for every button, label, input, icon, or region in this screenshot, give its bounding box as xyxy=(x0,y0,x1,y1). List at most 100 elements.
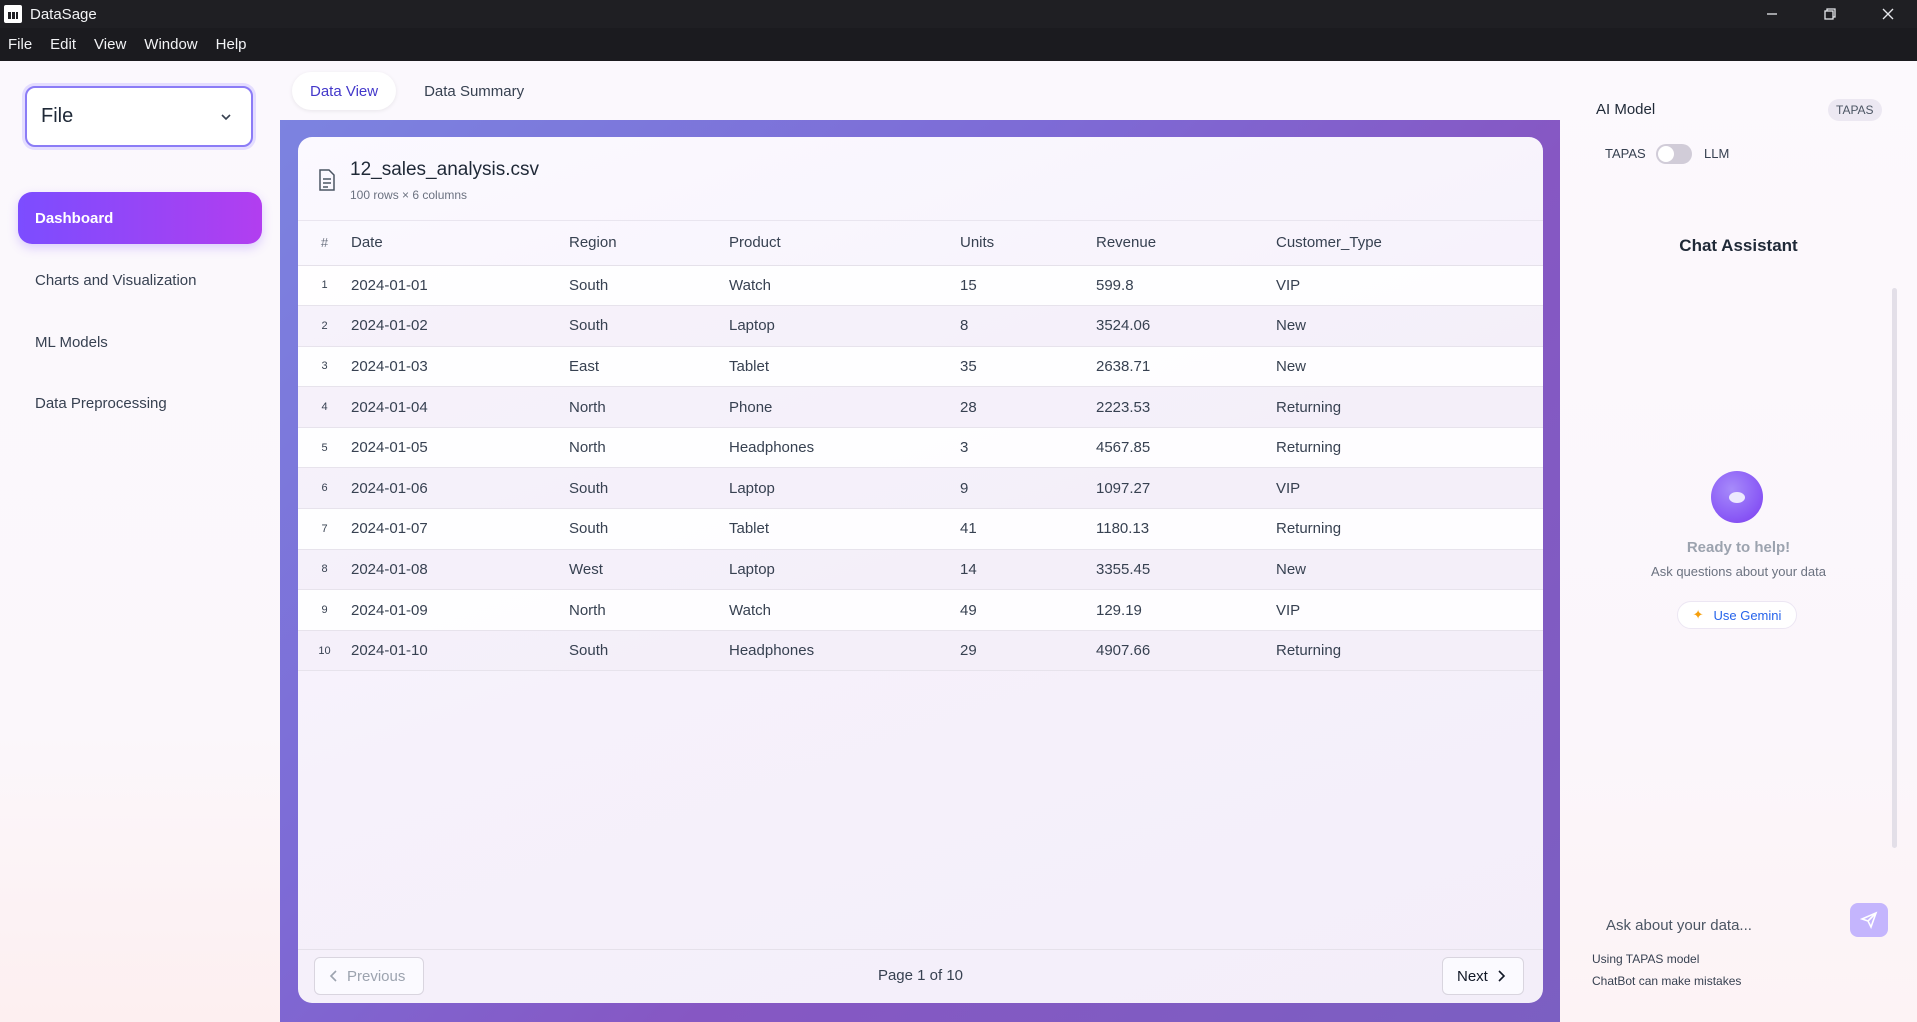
pagination-bar xyxy=(298,949,1543,1003)
menu-help[interactable]: Help xyxy=(215,36,247,53)
table-cell: 3 xyxy=(960,427,1096,469)
column-header-customer-type[interactable]: Customer_Type xyxy=(1276,221,1543,266)
file-meta: 100 rows × 6 columns xyxy=(350,188,468,202)
row-index: 9 xyxy=(298,589,351,631)
sidebar-item-dashboard[interactable]: Dashboard xyxy=(18,192,262,244)
table-cell: Returning xyxy=(1276,427,1543,469)
table-cell: 41 xyxy=(960,508,1096,550)
table-row[interactable]: 9 2024-01-09 North Watch 49 129.19 VIP xyxy=(298,589,1543,631)
table-cell: Phone xyxy=(729,386,960,428)
table-cell: Headphones xyxy=(729,630,960,672)
column-header-region[interactable]: Region xyxy=(569,221,729,266)
column-header-date[interactable]: Date xyxy=(351,221,569,266)
table-cell: 2024-01-01 xyxy=(351,265,569,307)
row-index: 5 xyxy=(298,427,351,469)
table-cell: 4907.66 xyxy=(1096,630,1276,672)
next-label: Next xyxy=(1457,967,1488,985)
sidebar-item-ml-models[interactable]: ML Models xyxy=(35,333,108,351)
chevron-down-icon xyxy=(221,113,231,120)
menu-window[interactable]: Window xyxy=(144,36,198,53)
table-cell: 14 xyxy=(960,549,1096,591)
row-index: 4 xyxy=(298,386,351,428)
table-cell: Tablet xyxy=(729,508,960,550)
row-index: 10 xyxy=(298,630,351,672)
table-cell: 2024-01-07 xyxy=(351,508,569,550)
column-header-units[interactable]: Units xyxy=(960,221,1096,266)
table-row[interactable]: 2 2024-01-02 South Laptop 8 3524.06 New xyxy=(298,305,1543,347)
send-button[interactable] xyxy=(1850,903,1888,937)
menu-view[interactable]: View xyxy=(94,36,127,53)
column-header-product[interactable]: Product xyxy=(729,221,960,266)
table-row[interactable]: 10 2024-01-10 South Headphones 29 4907.66 Retu… xyxy=(298,630,1543,672)
table-cell: 8 xyxy=(960,305,1096,347)
table-cell: 2024-01-10 xyxy=(351,630,569,672)
previous-button[interactable]: Previous xyxy=(314,957,424,995)
minimize-icon xyxy=(1767,13,1777,15)
send-icon xyxy=(1860,911,1878,929)
table-cell: North xyxy=(569,386,729,428)
column-header-index[interactable]: # xyxy=(298,221,351,266)
next-button[interactable]: Next xyxy=(1442,957,1524,995)
chat-scrollbar[interactable] xyxy=(1892,288,1897,848)
column-header-revenue[interactable]: Revenue xyxy=(1096,221,1276,266)
tab-data-summary[interactable]: Data Summary xyxy=(424,82,525,100)
table-cell: 3355.45 xyxy=(1096,549,1276,591)
table-cell: 29 xyxy=(960,630,1096,672)
table-cell: 2024-01-06 xyxy=(351,467,569,510)
app-logo-icon xyxy=(4,5,22,23)
restore-icon xyxy=(1824,8,1836,20)
close-button[interactable] xyxy=(1859,0,1917,28)
use-gemini-button[interactable]: ✦ Use Gemini xyxy=(1677,601,1797,629)
table-cell: Returning xyxy=(1276,508,1543,550)
table-cell: 9 xyxy=(960,467,1096,510)
table-row[interactable]: 3 2024-01-03 East Tablet 35 2638.71 New xyxy=(298,346,1543,388)
table-cell: Laptop xyxy=(729,305,960,347)
file-document-icon xyxy=(318,169,336,196)
data-card: 12_sales_analysis.csv 100 rows × 6 colum… xyxy=(298,137,1543,1003)
table-cell: VIP xyxy=(1276,589,1543,631)
table-row[interactable]: 5 2024-01-05 North Headphones 3 4567.85 Return… xyxy=(298,427,1543,469)
table-row[interactable]: 8 2024-01-08 West Laptop 14 3355.45 New xyxy=(298,549,1543,591)
table-row[interactable]: 4 2024-01-04 North Phone 28 2223.53 Returning xyxy=(298,386,1543,428)
table-cell: 1180.13 xyxy=(1096,508,1276,550)
table-cell: 35 xyxy=(960,346,1096,388)
close-icon xyxy=(1882,8,1894,20)
use-gemini-label: Use Gemini xyxy=(1713,607,1782,623)
table-row[interactable]: 7 2024-01-07 South Tablet 41 1180.13 Returning xyxy=(298,508,1543,550)
menu-file[interactable]: File xyxy=(8,36,33,53)
ready-text: Ready to help! xyxy=(1686,539,1791,556)
table-cell: East xyxy=(569,346,729,388)
tab-data-view[interactable]: Data View xyxy=(292,72,397,110)
previous-label: Previous xyxy=(347,967,406,985)
sidebar-item-charts[interactable]: Charts and Visualization xyxy=(35,271,197,289)
minimize-button[interactable] xyxy=(1743,0,1801,28)
file-name: 12_sales_analysis.csv xyxy=(350,159,540,180)
chevron-right-icon xyxy=(1498,970,1505,982)
ai-model-label: AI Model xyxy=(1596,101,1656,118)
title-bar: DataSage xyxy=(0,0,1917,28)
table-cell: 2223.53 xyxy=(1096,386,1276,428)
restore-button[interactable] xyxy=(1801,0,1859,28)
table-cell: Returning xyxy=(1276,386,1543,428)
row-index: 2 xyxy=(298,305,351,347)
file-header: 12_sales_analysis.csv 100 rows × 6 colum… xyxy=(298,137,1543,221)
sparkle-icon: ✦ xyxy=(1692,607,1704,622)
row-index: 8 xyxy=(298,549,351,591)
table-cell: 2024-01-08 xyxy=(351,549,569,591)
toggle-label-tapas: TAPAS xyxy=(1605,146,1646,161)
model-toggle[interactable] xyxy=(1656,144,1692,164)
window-controls xyxy=(1743,0,1917,28)
row-index: 3 xyxy=(298,346,351,388)
chat-input[interactable] xyxy=(1606,913,1846,937)
menu-edit[interactable]: Edit xyxy=(50,36,77,53)
sidebar-item-data-preprocessing[interactable]: Data Preprocessing xyxy=(35,394,167,412)
table-row[interactable]: 1 2024-01-01 South Watch 15 599.8 VIP xyxy=(298,265,1543,307)
table-cell: Laptop xyxy=(729,467,960,510)
ask-hint: Ask questions about your data xyxy=(1651,564,1826,579)
table-cell: 129.19 xyxy=(1096,589,1276,631)
table-cell: 2024-01-09 xyxy=(351,589,569,631)
table-row[interactable]: 6 2024-01-06 South Laptop 9 1097.27 VIP xyxy=(298,467,1543,510)
table-cell: South xyxy=(569,630,729,672)
table-cell: 1097.27 xyxy=(1096,467,1276,510)
file-dropdown[interactable]: File xyxy=(25,86,253,147)
